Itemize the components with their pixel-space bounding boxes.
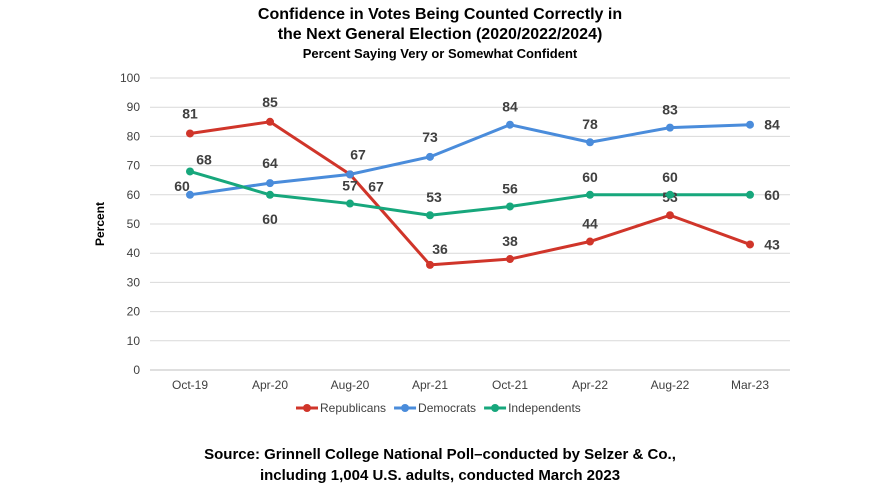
y-tick-label: 0: [133, 363, 140, 377]
data-label: 36: [432, 241, 448, 257]
y-tick-label: 80: [127, 129, 141, 143]
data-label: 53: [426, 189, 442, 205]
data-point: [506, 202, 514, 211]
legend-marker: [401, 404, 410, 412]
series-line-republicans: [189, 120, 751, 267]
data-point: [186, 129, 194, 138]
source-line1: Source: Grinnell College National Poll–c…: [204, 446, 676, 463]
data-label: 67: [368, 178, 384, 194]
y-tick-label: 20: [127, 305, 141, 319]
data-label: 84: [502, 99, 518, 115]
y-tick-label: 90: [127, 100, 141, 114]
data-label: 64: [262, 155, 278, 171]
data-label: 43: [764, 236, 780, 252]
data-point: [666, 190, 674, 199]
y-tick-label: 40: [127, 246, 141, 260]
data-point: [346, 170, 354, 179]
data-label: 73: [422, 129, 438, 145]
legend-marker: [491, 404, 500, 412]
y-tick-label: 70: [127, 159, 141, 173]
y-axis-label: Percent: [93, 202, 107, 246]
x-tick-label: Apr-22: [572, 378, 608, 392]
data-point: [506, 120, 514, 129]
data-label: 60: [262, 211, 278, 227]
series-line-independents: [189, 170, 750, 217]
data-point: [346, 199, 354, 208]
data-label: 83: [662, 102, 678, 118]
series-line-democrats: [189, 123, 751, 197]
legend-label: Independents: [508, 401, 581, 415]
data-point: [266, 179, 274, 188]
data-label: 44: [582, 216, 598, 232]
data-label: 78: [582, 116, 598, 132]
data-label: 84: [764, 117, 780, 133]
y-tick-label: 30: [127, 275, 141, 289]
x-tick-label: Oct-19: [172, 378, 208, 392]
x-tick-label: Mar-23: [731, 378, 769, 392]
data-point: [746, 190, 754, 199]
data-point: [186, 190, 194, 199]
data-label: 81: [182, 105, 198, 121]
data-label: 60: [174, 178, 190, 194]
data-label: 56: [502, 180, 518, 196]
data-label: 85: [262, 94, 278, 110]
data-point: [266, 117, 274, 126]
data-point: [426, 260, 434, 269]
data-label: 60: [582, 169, 598, 185]
legend-label: Republicans: [320, 401, 386, 415]
data-point: [746, 120, 754, 129]
chart-subtitle: Percent Saying Very or Somewhat Confiden…: [302, 46, 578, 61]
data-label: 68: [196, 151, 212, 167]
data-point: [426, 211, 434, 220]
data-point: [666, 211, 674, 220]
legend-marker: [303, 404, 311, 412]
x-tick-label: Apr-21: [412, 378, 448, 392]
y-tick-label: 10: [127, 334, 141, 348]
chart-title-line1: Confidence in Votes Being Counted Correc…: [257, 6, 623, 23]
chart-title-line2: the Next General Election (2020/2022/202…: [277, 26, 603, 43]
legend-label: Democrats: [418, 401, 476, 415]
data-label: 57: [342, 178, 358, 194]
data-point: [266, 190, 274, 199]
data-label: 67: [350, 146, 366, 162]
data-label: 60: [764, 187, 780, 203]
data-point: [506, 255, 514, 264]
data-point: [666, 123, 674, 132]
data-point: [186, 167, 194, 176]
y-tick-label: 50: [127, 217, 141, 231]
y-tick-label: 100: [120, 71, 140, 85]
data-point: [426, 152, 434, 161]
source-line2: including 1,004 U.S. adults, conducted M…: [259, 467, 621, 484]
data-point: [586, 237, 594, 246]
data-label: 60: [662, 169, 678, 185]
data-point: [746, 240, 754, 249]
y-tick-label: 60: [127, 188, 141, 202]
x-tick-label: Aug-20: [331, 378, 370, 392]
data-point: [586, 138, 594, 147]
data-point: [586, 190, 594, 199]
data-label: 38: [502, 233, 518, 249]
x-tick-label: Oct-21: [492, 378, 528, 392]
x-tick-label: Aug-22: [651, 378, 690, 392]
x-tick-label: Apr-20: [252, 378, 288, 392]
